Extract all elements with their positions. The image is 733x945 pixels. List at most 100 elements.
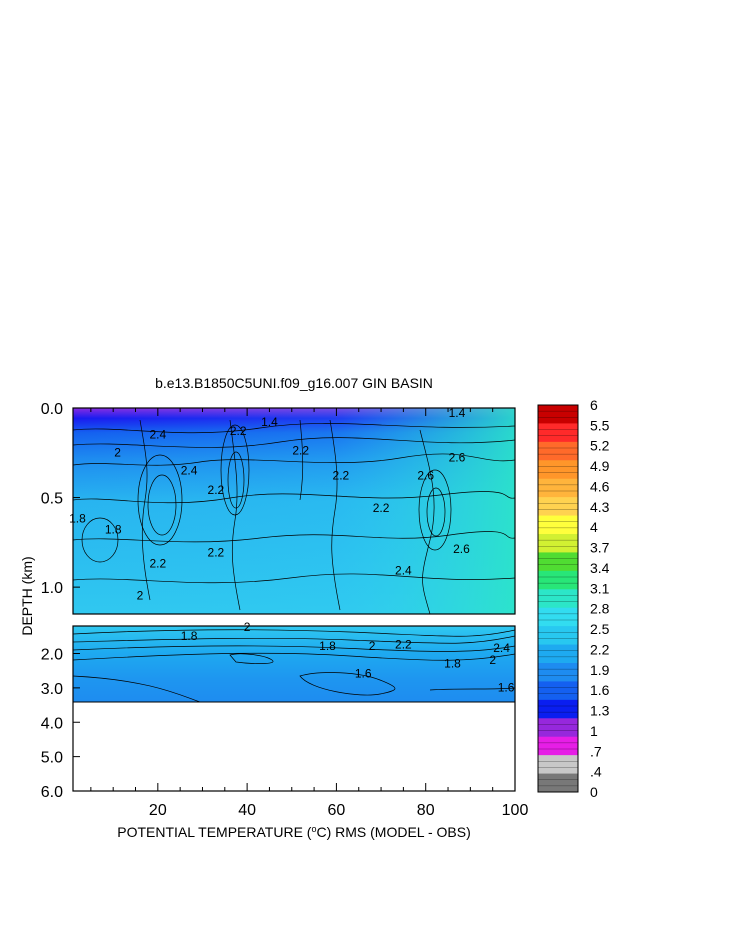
lower-contour-lines (73, 629, 515, 702)
colorbar-swatch (538, 552, 578, 572)
colorbar-swatch (538, 497, 578, 517)
colorbar-label: 2.2 (590, 641, 610, 657)
x-axis-label: POTENTIAL TEMPERATURE (oC) RMS (MODEL - … (117, 824, 471, 840)
colorbar-swatch (538, 773, 578, 793)
contour-label: 2.2 (208, 483, 225, 497)
colorbar-frame (537, 404, 579, 793)
colorbar-label: .4 (590, 764, 602, 780)
contour-label: 2.4 (149, 427, 166, 441)
colorbar-swatch (538, 626, 578, 646)
colorbar-swatch (538, 441, 578, 461)
colorbar-label: 3.1 (590, 580, 610, 596)
y-tick-label: 3.0 (41, 681, 63, 698)
lower-panel-frame (72, 625, 516, 792)
y-tick-label: 0.5 (41, 491, 63, 508)
x-tick-label: 60 (328, 802, 346, 819)
colorbar: 6 5.5 5.2 4.9 4.6 4.3 4 3.7 3.4 3.1 2.8 2.5 2.2 1.9 1.… (537, 397, 610, 800)
y-tick-label: 2.0 (41, 647, 63, 664)
contour-label: 2.2 (373, 501, 390, 515)
y-axis: 0.0 0.5 1.0 2.0 3.0 4.0 5.0 6.0 (41, 401, 80, 801)
contour-label: 2.4 (395, 564, 412, 578)
contour-label: 2 (114, 445, 121, 459)
colorbar-swatch (538, 607, 578, 627)
contour-label: 2.2 (333, 469, 350, 483)
contour-label: 2.6 (417, 469, 434, 483)
colorbar-label: 5.2 (590, 438, 610, 454)
colorbar-label: 1.3 (590, 703, 610, 719)
contour-label: 2.6 (449, 451, 466, 465)
y-tick-label: 6.0 (41, 784, 63, 801)
upper-panel-frame (72, 407, 516, 615)
contour-label: 2 (369, 639, 376, 653)
colorbar-label: 4 (590, 519, 598, 535)
colorbar-swatch (538, 699, 578, 719)
colorbar-label: 2.5 (590, 621, 610, 637)
upper-contour-lines (73, 419, 515, 614)
colorbar-swatch (538, 681, 578, 701)
contour-label: 1.6 (355, 667, 372, 681)
colorbar-label: 3.7 (590, 540, 610, 556)
contour-label: 2 (137, 589, 144, 603)
upper-panel: 1.4 2.4 2.2 1.4 2 2.6 2.6 1.8 1.8 2.4 2.2 2.2 2.2 2.2… (69, 406, 516, 615)
contour-label: 2.6 (453, 542, 470, 556)
contour-label: 2.2 (149, 556, 166, 570)
colorbar-label: 1 (590, 723, 598, 739)
x-tick-label: 40 (238, 802, 256, 819)
colorbar-swatch (538, 515, 578, 535)
x-axis: 20 40 60 80 100 (90, 408, 529, 819)
colorbar-label: 4.6 (590, 478, 610, 494)
lower-panel: 21.81.8 2 2.2 2.41.8 21.61.6 (72, 620, 516, 792)
contour-label: 1.8 (444, 656, 461, 670)
colorbar-label: 1.6 (590, 682, 610, 698)
colorbar-swatch (538, 755, 578, 775)
contour-label: 1.8 (181, 629, 198, 643)
y-tick-label: 5.0 (41, 750, 63, 767)
colorbar-swatch (538, 570, 578, 590)
y-tick-label: 4.0 (41, 715, 63, 732)
contour-label: 1.4 (261, 415, 278, 429)
x-tick-label: 20 (149, 802, 167, 819)
contour-label: 2.4 (181, 463, 198, 477)
colorbar-swatch (538, 644, 578, 664)
contour-label: 2.4 (493, 641, 510, 655)
colorbar-swatch (538, 663, 578, 682)
colorbar-swatch (538, 460, 578, 480)
chart-title: b.e13.B1850C5UNI.f09_g16.007 GIN BASIN (155, 375, 433, 391)
colorbar-swatch (538, 718, 578, 738)
y-axis-label: DEPTH (km) (19, 556, 35, 635)
colorbar-swatch (538, 423, 578, 443)
contour-label: 2.2 (292, 444, 309, 458)
contour-label: 2.2 (395, 637, 412, 651)
contour-label: 2.2 (208, 546, 225, 560)
colorbar-label: .7 (590, 743, 602, 759)
contour-label: 1.6 (498, 680, 515, 694)
colorbar-label: 6 (590, 397, 598, 413)
colorbar-label: 4.9 (590, 458, 610, 474)
colorbar-label: 1.9 (590, 662, 610, 678)
upper-panel-field-overlay (73, 408, 515, 614)
x-tick-label: 100 (502, 802, 529, 819)
colorbar-swatch (538, 478, 578, 498)
contour-label: 2.2 (230, 424, 247, 438)
contour-label: 1.8 (319, 639, 336, 653)
colorbar-label: 4.3 (590, 499, 610, 515)
y-tick-label: 1.0 (41, 580, 63, 597)
y-tick-label: 0.0 (41, 401, 63, 418)
colorbar-label: 5.5 (590, 417, 610, 433)
upper-contour-labels: 1.4 2.4 2.2 1.4 2 2.6 2.6 1.8 1.8 2.4 2.2 2.2 2.2 2.2… (69, 406, 470, 603)
colorbar-label: 3.4 (590, 560, 610, 576)
contour-label: 1.4 (449, 406, 466, 420)
x-tick-label: 80 (417, 802, 435, 819)
contour-label: 2 (489, 653, 496, 667)
contour-label: 2 (244, 620, 251, 634)
colorbar-swatch (538, 405, 578, 424)
colorbar-swatch (538, 736, 578, 756)
contour-label: 1.8 (105, 522, 122, 536)
colorbar-label: 0 (590, 784, 598, 800)
colorbar-label: 2.8 (590, 601, 610, 617)
contour-label: 1.8 (69, 512, 86, 526)
colorbar-swatch (538, 534, 578, 553)
colorbar-swatch (538, 589, 578, 609)
lower-contour-labels: 21.81.8 2 2.2 2.41.8 21.61.6 (181, 620, 515, 694)
